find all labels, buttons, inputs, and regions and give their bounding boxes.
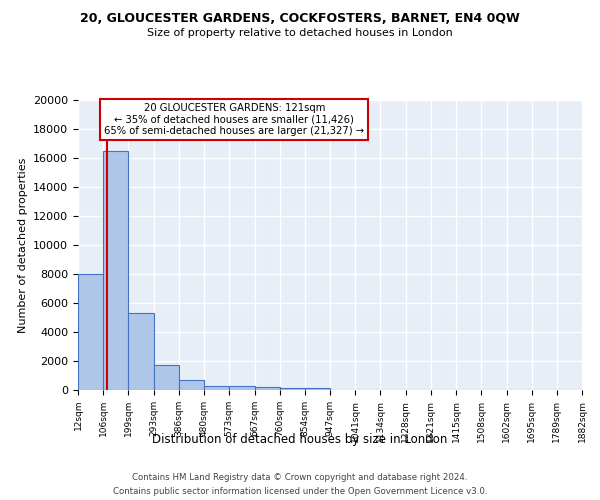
Y-axis label: Number of detached properties: Number of detached properties: [17, 158, 28, 332]
Bar: [229, 386, 254, 390]
Text: Contains public sector information licensed under the Open Government Licence v3: Contains public sector information licen…: [113, 488, 487, 496]
Text: Size of property relative to detached houses in London: Size of property relative to detached ho…: [147, 28, 453, 38]
Bar: [204, 386, 229, 390]
Text: 20 GLOUCESTER GARDENS: 121sqm
← 35% of detached houses are smaller (11,426)
65% : 20 GLOUCESTER GARDENS: 121sqm ← 35% of d…: [104, 103, 364, 136]
Text: Contains HM Land Registry data © Crown copyright and database right 2024.: Contains HM Land Registry data © Crown c…: [132, 472, 468, 482]
Bar: [280, 388, 305, 390]
Bar: [154, 364, 179, 390]
Text: Distribution of detached houses by size in London: Distribution of detached houses by size …: [152, 432, 448, 446]
Bar: [179, 380, 204, 390]
Bar: [128, 313, 154, 390]
Bar: [103, 151, 128, 390]
Bar: [254, 387, 280, 390]
Text: 20, GLOUCESTER GARDENS, COCKFOSTERS, BARNET, EN4 0QW: 20, GLOUCESTER GARDENS, COCKFOSTERS, BAR…: [80, 12, 520, 26]
Bar: [305, 388, 330, 390]
Bar: [78, 274, 103, 390]
